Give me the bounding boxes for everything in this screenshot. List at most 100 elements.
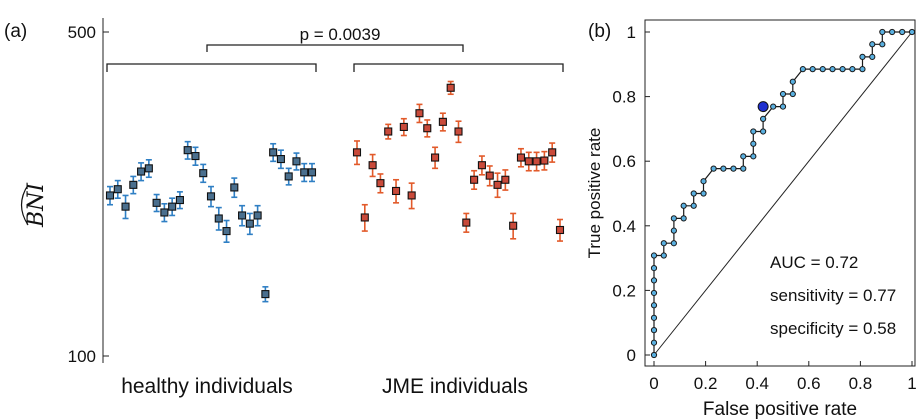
x-tick-label: 1: [907, 374, 916, 393]
square-marker: [168, 202, 177, 211]
roc-point: [879, 41, 886, 48]
roc-point: [720, 165, 727, 172]
square-marker: [276, 155, 285, 164]
roc-point: [650, 351, 658, 359]
y-tick-label: 0.6: [612, 152, 636, 171]
roc-point: [650, 252, 658, 259]
sensitivity-annotation: sensitivity = 0.77: [770, 286, 896, 305]
square-marker: [446, 83, 455, 92]
square-marker: [454, 127, 463, 136]
square-marker: [175, 195, 184, 205]
data-point: [191, 146, 200, 166]
x-tick-label: 0.8: [849, 374, 873, 393]
panel-b-label: (b): [588, 21, 611, 42]
roc-point: [760, 115, 767, 122]
data-point: [269, 142, 278, 163]
data-point: [105, 185, 115, 206]
data-point: [261, 286, 270, 303]
square-marker: [376, 179, 385, 188]
roc-point: [650, 302, 658, 309]
data-point: [399, 117, 408, 137]
square-marker: [300, 168, 309, 177]
specificity-annotation: specificity = 0.58: [770, 319, 896, 338]
square-marker: [431, 153, 440, 162]
roc-point: [730, 165, 737, 172]
data-point: [516, 147, 526, 168]
y-tick-label: 0.2: [612, 281, 636, 300]
square-marker: [144, 164, 153, 173]
square-marker: [191, 151, 200, 161]
roc-point: [770, 103, 777, 110]
panel-a-ylabel-text: BNI: [24, 182, 49, 228]
square-marker: [222, 227, 231, 236]
data-point: [245, 212, 254, 236]
square-marker: [493, 180, 502, 189]
square-marker: [284, 172, 293, 181]
data-point: [438, 112, 447, 132]
roc-point: [650, 277, 658, 284]
square-marker: [307, 168, 317, 177]
square-marker: [113, 185, 122, 194]
panel-b-ylabel: True positive rate: [585, 128, 604, 259]
square-marker: [206, 192, 216, 201]
data-point: [284, 167, 293, 186]
data-point: [160, 202, 169, 223]
data-point: [493, 172, 502, 199]
roc-point: [908, 28, 916, 36]
roc-point: [809, 66, 816, 73]
data-point: [532, 151, 541, 172]
data-point: [168, 197, 177, 217]
square-marker: [399, 122, 408, 131]
roc-point: [740, 153, 747, 160]
roc-point: [680, 202, 687, 209]
data-point: [509, 212, 518, 240]
data-point: [137, 162, 146, 182]
data-point: [485, 165, 494, 187]
square-marker: [391, 186, 401, 196]
square-marker: [160, 208, 169, 217]
jme-group-bracket: [353, 63, 564, 72]
square-marker: [214, 214, 223, 223]
data-point: [183, 140, 192, 160]
square-marker: [129, 180, 138, 189]
y-tick-label: 0.8: [612, 88, 636, 107]
roc-point: [660, 252, 667, 259]
roc-point: [650, 289, 658, 297]
square-marker: [501, 175, 510, 184]
chance-diagonal: [653, 31, 913, 356]
data-point: [431, 146, 440, 170]
square-marker: [352, 148, 362, 157]
roc-point: [670, 227, 677, 234]
data-point: [360, 203, 369, 232]
roc-point: [889, 28, 896, 36]
data-point: [391, 178, 401, 204]
x-tick-label: 0.6: [797, 374, 821, 393]
square-marker: [384, 127, 393, 136]
roc-point: [869, 41, 876, 48]
square-marker: [477, 161, 486, 170]
roc-point: [740, 165, 747, 172]
x-tick-label: 0.4: [745, 374, 769, 393]
roc-point: [670, 240, 677, 247]
roc-point: [650, 314, 658, 321]
panel-b-axes-box: [644, 19, 916, 367]
roc-point: [899, 28, 906, 36]
square-marker: [183, 146, 192, 155]
square-marker: [524, 157, 533, 166]
square-marker: [462, 218, 471, 227]
roc-point: [650, 265, 658, 272]
square-marker: [261, 290, 270, 299]
roc-point: [859, 53, 866, 60]
data-point: [548, 142, 557, 163]
roc-point: [789, 90, 796, 98]
y-tick-label: 0: [627, 346, 636, 365]
y-tick-label: 0.4: [612, 217, 636, 236]
roc-point: [859, 66, 866, 73]
roc-point: [680, 215, 687, 222]
panel-a: (a) 500 100 BNI p = 0.0039 healthy indiv…: [4, 18, 565, 398]
roc-point: [750, 128, 757, 135]
data-point: [292, 152, 301, 171]
x-tick-label: 0.2: [694, 374, 718, 393]
data-point: [555, 218, 565, 242]
roc-point: [750, 140, 757, 147]
